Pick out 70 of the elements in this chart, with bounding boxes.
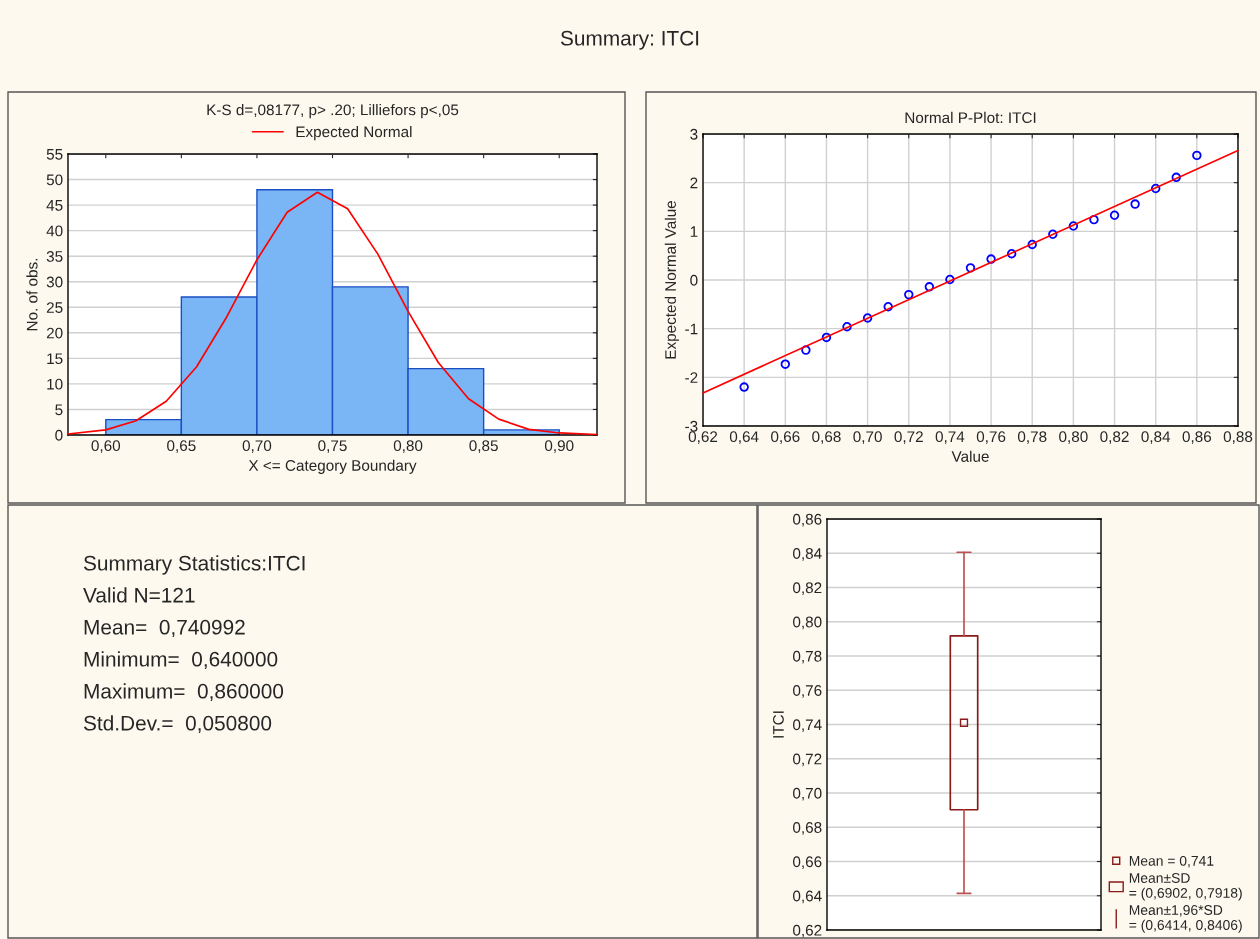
x-tick-label: 0,86 <box>1182 431 1212 444</box>
text: Mean = 0,741 <box>1129 855 1214 868</box>
y-tick-label: 0 <box>690 274 698 286</box>
x-axis-title: X <= Category Boundary <box>248 459 417 474</box>
y-tick-label: 0,64 <box>793 890 822 904</box>
y-tick-label: 20 <box>46 327 63 339</box>
y-tick-label: 35 <box>46 251 63 262</box>
y-tick-label: 10 <box>47 378 63 390</box>
text: Valid N=121 <box>83 587 195 603</box>
x-tick-label: 0,70 <box>242 440 272 453</box>
x-tick-label: 0,84 <box>1141 431 1171 444</box>
legend-label: Expected Normal <box>296 126 412 141</box>
y-tick-label: 0,86 <box>793 513 822 527</box>
x-tick-label: 0,72 <box>894 431 923 444</box>
text: Summary: ITCI <box>560 30 699 50</box>
y-tick-label: 40 <box>46 225 63 237</box>
y-axis-title: Expected Normal Value <box>664 200 679 359</box>
y-tick-label: 1 <box>690 226 698 237</box>
x-tick-label: 0,76 <box>976 431 1006 444</box>
y-tick-label: 25 <box>46 302 63 313</box>
x-axis-title: Value <box>951 450 989 462</box>
x-tick-label: 0,75 <box>318 440 347 453</box>
y-tick-label: 5 <box>55 404 63 416</box>
text: Maximum= 0,860000 <box>84 683 284 702</box>
x-tick-label: 0,80 <box>1059 431 1088 444</box>
text: Mean= 0,740992 <box>84 619 245 638</box>
y-tick-label: 0,70 <box>793 787 822 801</box>
y-tick-label: 45 <box>46 200 63 211</box>
text: Minimum= 0,640000 <box>84 651 278 670</box>
text: Mean±SD = (0,6902, 0,7918) <box>1129 873 1242 901</box>
y-tick-label: 2 <box>690 177 698 189</box>
y-tick-label: 0,78 <box>793 650 822 664</box>
chart-title: Normal P-Plot: ITCI <box>905 111 1036 124</box>
x-tick-label: 0,80 <box>393 440 423 453</box>
x-tick-label: 0,68 <box>812 431 841 444</box>
text: Summary Statistics:ITCI <box>83 555 305 575</box>
y-tick-label: 0,72 <box>793 753 822 767</box>
y-tick-label: -1 <box>685 323 698 335</box>
y-tick-label: 0,68 <box>793 822 822 835</box>
y-tick-label: 3 <box>690 128 698 140</box>
x-tick-label: 0,85 <box>469 440 498 453</box>
y-tick-label: -3 <box>685 420 698 432</box>
y-tick-label: 50 <box>46 174 63 186</box>
x-tick-label: 0,64 <box>729 431 759 444</box>
x-tick-label: 0,90 <box>544 440 574 453</box>
x-tick-label: 0,65 <box>167 440 196 453</box>
x-tick-label: 0,74 <box>935 431 965 444</box>
y-tick-label: 0,82 <box>793 582 822 595</box>
y-tick-label: 0,84 <box>793 548 822 561</box>
y-tick-label: 0,76 <box>793 685 822 698</box>
text: Std.Dev.= 0,050800 <box>83 715 272 734</box>
y-tick-label: 0,62 <box>793 924 822 938</box>
y-tick-label: 0,74 <box>793 719 822 732</box>
x-tick-label: 0,88 <box>1223 431 1253 444</box>
x-tick-label: 0,78 <box>1017 431 1047 444</box>
chart-title: K-S d=,08177, p> .20; Lilliefors p<,05 <box>207 104 459 119</box>
y-tick-label: -2 <box>685 372 698 383</box>
y-tick-label: 0,66 <box>793 856 822 869</box>
y-axis-title: ITCI <box>773 711 784 738</box>
y-tick-label: 15 <box>47 353 63 365</box>
x-tick-label: 0,70 <box>853 431 882 444</box>
x-tick-label: 0,66 <box>771 431 800 444</box>
y-tick-label: 55 <box>46 149 63 160</box>
x-tick-label: 0,82 <box>1100 431 1129 444</box>
y-tick-label: 0 <box>55 429 63 441</box>
x-tick-label: 0,60 <box>91 440 121 453</box>
y-axis-title: No. of obs. <box>26 258 38 331</box>
text: Mean±1,96*SD = (0,6414, 0,8406) <box>1129 905 1242 933</box>
y-tick-label: 30 <box>46 276 63 288</box>
y-tick-label: 0,80 <box>793 616 822 630</box>
